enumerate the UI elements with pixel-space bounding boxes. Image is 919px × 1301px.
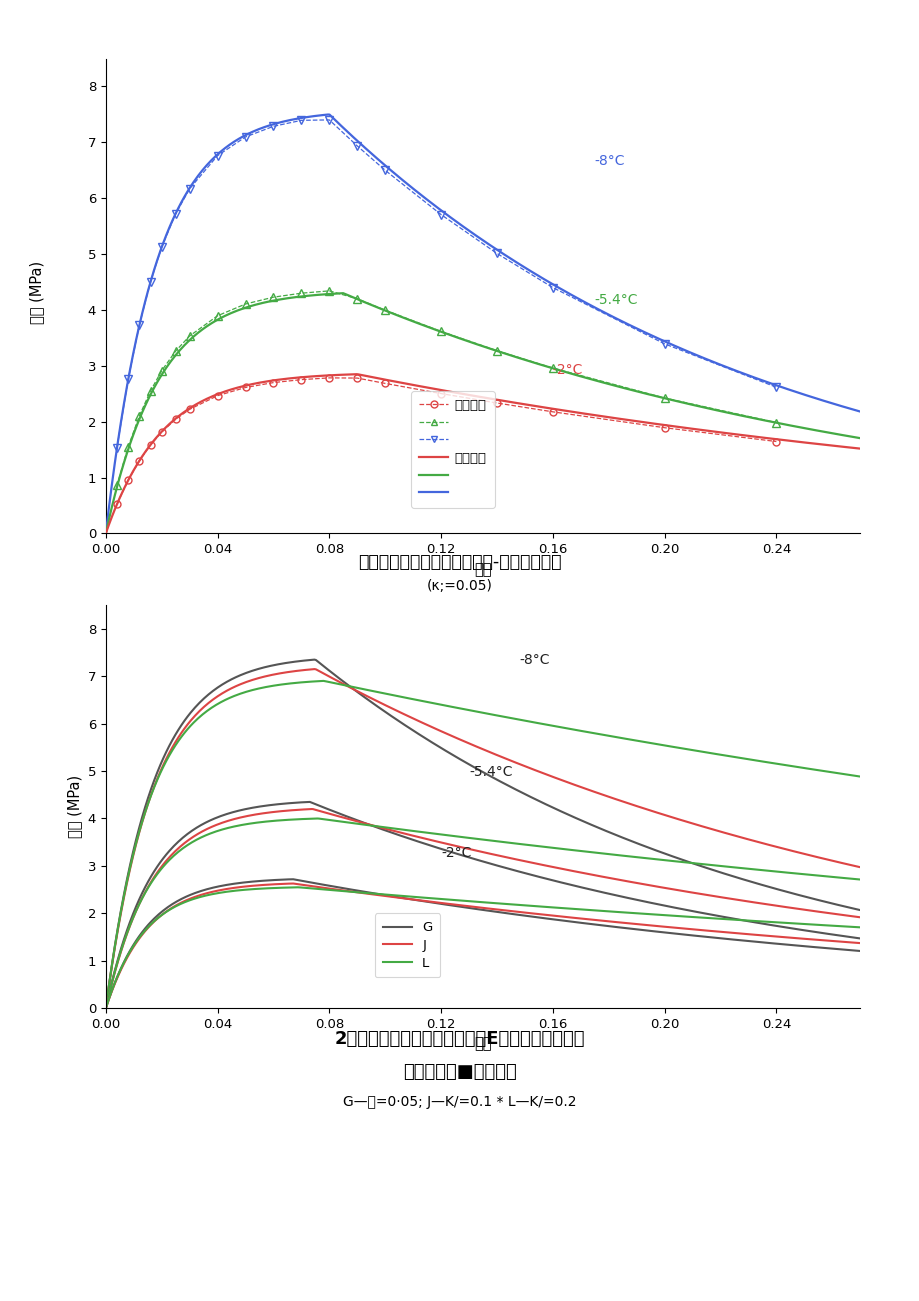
- Text: -5.4°C: -5.4°C: [469, 765, 512, 779]
- Text: -2°C: -2°C: [552, 363, 583, 377]
- Y-axis label: 应力 (MPa): 应力 (MPa): [67, 775, 82, 838]
- Text: -2°C: -2°C: [440, 847, 471, 860]
- Text: 2考虑损伤后在不同冰体积含量E和不同温度下计算: 2考虑损伤后在不同冰体积含量E和不同温度下计算: [335, 1030, 584, 1049]
- Text: -5.4°C: -5.4°C: [594, 293, 638, 307]
- Text: 应力 (MPa): 应力 (MPa): [29, 262, 44, 324]
- Text: G—备=0·05; J—K/=0.1 * L—K/=0.2: G—备=0·05; J—K/=0.1 * L—K/=0.2: [343, 1095, 576, 1110]
- Legend: 实验数据, , , 计算数据, , : 实验数据, , , 计算数据, ,: [411, 390, 494, 507]
- X-axis label: 应变: 应变: [473, 1037, 492, 1051]
- Legend: G, J, L: G, J, L: [374, 913, 440, 977]
- Text: -8°C: -8°C: [518, 653, 550, 667]
- X-axis label: 应变: 应变: [473, 562, 492, 576]
- Text: (κ;=0.05): (κ;=0.05): [426, 579, 493, 593]
- Text: 冻结砂土在不同温度下的应力-应变曲线比较: 冻结砂土在不同温度下的应力-应变曲线比较: [357, 553, 562, 571]
- Text: -8°C: -8°C: [594, 154, 625, 168]
- Text: 得到的应力■应变曲线: 得到的应力■应变曲线: [403, 1063, 516, 1081]
